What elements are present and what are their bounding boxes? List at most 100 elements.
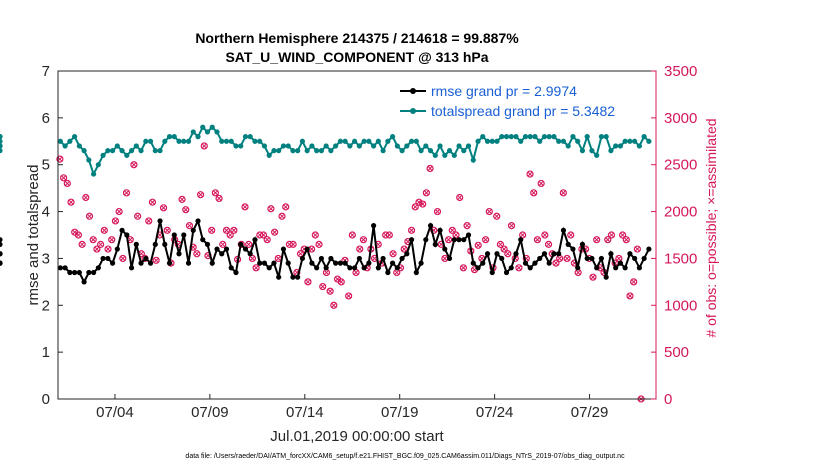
series-point xyxy=(105,255,111,262)
series-point xyxy=(147,138,154,144)
obs-marker xyxy=(574,268,582,277)
obs-marker xyxy=(515,264,523,272)
obs-marker xyxy=(500,245,508,253)
obs-marker xyxy=(85,212,94,220)
series-point xyxy=(223,138,230,144)
obs-marker xyxy=(274,254,282,263)
series-point xyxy=(337,138,343,144)
obs-marker xyxy=(415,198,423,206)
series-point xyxy=(513,134,519,140)
obs-marker xyxy=(111,217,120,225)
series-point xyxy=(537,138,543,144)
y-axis-right-label: # of obs: o=possible; ×=assimilated xyxy=(703,118,719,337)
series-point xyxy=(475,265,481,271)
series-point xyxy=(518,138,524,144)
series-point xyxy=(152,241,158,247)
series-point xyxy=(465,143,472,149)
obs-marker xyxy=(200,142,208,150)
series-point xyxy=(389,260,396,266)
series-point xyxy=(90,269,97,276)
y-tick-label: 6 xyxy=(42,110,50,127)
series-lines xyxy=(0,124,652,285)
obs-marker xyxy=(589,273,597,281)
series-point xyxy=(560,138,567,144)
series-point xyxy=(375,265,381,271)
series-point xyxy=(579,148,586,154)
y-right-tick-label: 2500 xyxy=(664,157,697,174)
series-point xyxy=(228,265,234,271)
series-point xyxy=(598,134,605,140)
obs-marker xyxy=(104,245,112,253)
series-point xyxy=(190,227,196,233)
series-point xyxy=(128,265,135,271)
obs-marker xyxy=(211,189,219,197)
series-point xyxy=(617,143,624,149)
obs-marker xyxy=(556,254,564,263)
series-point xyxy=(185,138,192,144)
obs-marker xyxy=(115,207,123,216)
series-point xyxy=(632,255,638,262)
series-point xyxy=(295,274,301,280)
series-point xyxy=(105,148,111,154)
series-point xyxy=(152,148,158,154)
obs-marker xyxy=(493,212,501,220)
series-point xyxy=(641,255,647,262)
series-point xyxy=(309,143,315,149)
series-point xyxy=(185,260,192,266)
y-tick-label: 2 xyxy=(42,297,50,314)
series-point xyxy=(228,138,234,144)
series-point xyxy=(138,148,144,154)
obs-marker xyxy=(271,228,279,236)
series-point xyxy=(352,138,358,144)
series-point xyxy=(375,138,381,144)
series-point xyxy=(494,251,500,257)
series-point xyxy=(76,143,82,149)
series-point xyxy=(427,148,434,154)
series-point xyxy=(617,260,624,266)
series-point xyxy=(503,269,510,276)
series-point xyxy=(314,265,320,271)
series-point xyxy=(204,129,211,135)
x-tick-label: 07/09 xyxy=(191,404,229,421)
series-point xyxy=(200,124,206,130)
chart-subtitle: SAT_U_WIND_COMPONENT @ 313 hPa xyxy=(225,49,488,65)
obs-marker xyxy=(452,231,460,239)
legend: rmse grand pr = 2.9974 totalspread grand… xyxy=(395,82,647,122)
series-point xyxy=(233,143,239,149)
series-point xyxy=(333,143,339,149)
series-point xyxy=(527,134,533,140)
series-point xyxy=(285,260,291,266)
y-tick-label: 1 xyxy=(42,344,50,361)
series-point xyxy=(328,255,334,262)
series-point xyxy=(162,138,168,144)
series-point xyxy=(404,143,410,149)
series-point xyxy=(546,260,552,266)
obs-marker xyxy=(259,231,268,239)
series-point xyxy=(499,255,505,262)
series-point xyxy=(81,279,87,285)
series-point xyxy=(252,237,258,243)
obs-marker xyxy=(222,226,231,234)
series-point xyxy=(446,148,453,154)
series-point xyxy=(442,152,448,158)
series-point xyxy=(100,255,106,262)
obs-marker xyxy=(252,264,260,272)
series-point xyxy=(589,148,595,154)
y-tick-label: 5 xyxy=(42,157,50,174)
series-point xyxy=(352,265,358,271)
series-point xyxy=(608,148,614,154)
obs-marker xyxy=(219,240,227,248)
legend-spread-label: totalspread grand pr = 5.3482 xyxy=(431,103,615,119)
series-point xyxy=(389,134,396,140)
y-tick-label: 0 xyxy=(42,391,50,408)
obs-marker xyxy=(215,194,223,203)
series-point xyxy=(57,138,63,144)
series-point xyxy=(556,138,562,144)
series-point xyxy=(276,274,282,280)
y-axis-right: 0 500 1000 1500 2000 2500 3000 3500 xyxy=(651,63,697,408)
series-point xyxy=(484,138,491,144)
series-point xyxy=(223,246,230,252)
obs-marker xyxy=(278,212,286,220)
obs-marker xyxy=(504,250,512,258)
series-point xyxy=(128,148,135,154)
